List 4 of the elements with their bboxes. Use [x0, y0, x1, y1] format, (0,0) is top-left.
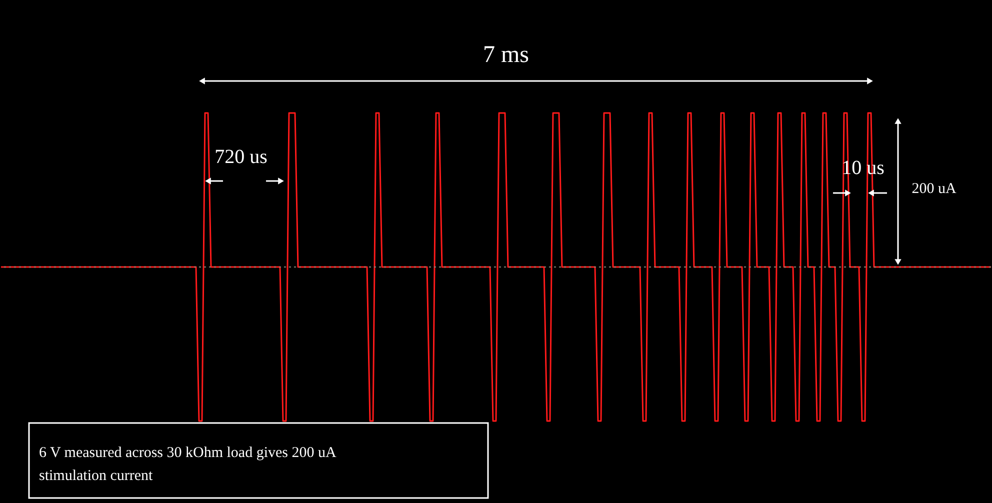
text: 6 V measured across 30 kOhm load gives 200 uA stimulation current	[39, 445, 336, 484]
annotation: 720 us	[214, 146, 268, 168]
annotation: 200 uA	[912, 181, 956, 197]
text: 7 ms	[482, 42, 530, 68]
